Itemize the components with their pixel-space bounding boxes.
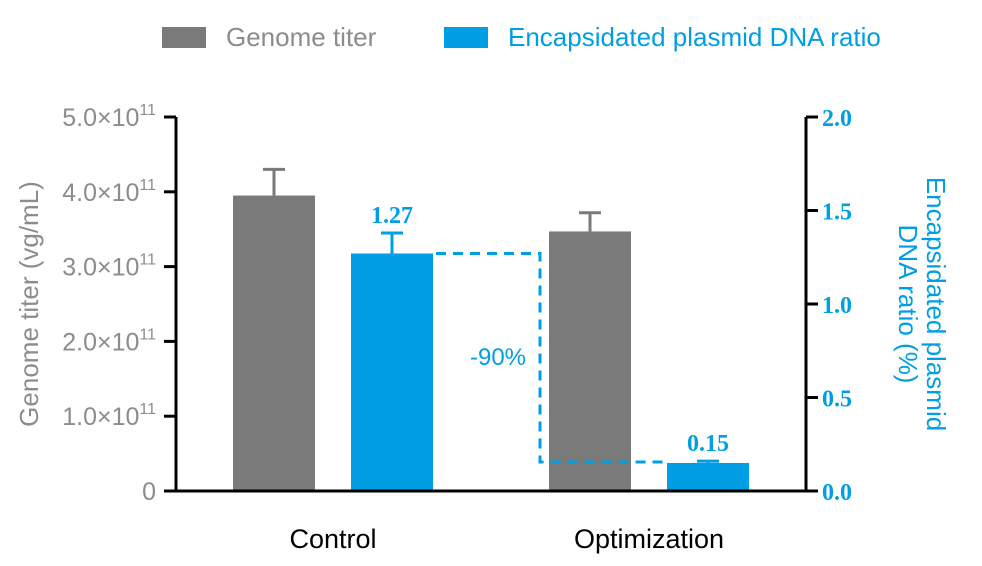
y-left-tick-label: 2.0×1011 [62, 326, 156, 356]
y-right-axis-title-line2: DNA ratio (%) [893, 225, 923, 384]
y-right-tick-label: 0.0 [822, 480, 852, 506]
y-left-tick-label: 0 [142, 478, 156, 506]
x-tick-label-control: Control [289, 524, 376, 554]
y-left-tick-label: 5.0×1011 [62, 102, 156, 132]
y-right-tick-label: 1.5 [822, 200, 852, 226]
y-right-axis-title-line1: Encapsidated plasmid [921, 177, 951, 431]
y-right-tick-label: 0.5 [822, 387, 852, 413]
reduction-dashed-line [436, 252, 664, 464]
bar-plasmid-ratio-optimization [667, 462, 749, 491]
legend-label-plasmid-ratio: Encapsidated plasmid DNA ratio [508, 22, 881, 52]
x-tick-label-optimization: Optimization [574, 524, 724, 554]
bar-genome-titer-optimization [549, 231, 631, 491]
y-left-tick-label: 3.0×1011 [62, 252, 156, 282]
legend-swatch-genome-titer [162, 27, 206, 48]
legend: Genome titer Encapsidated plasmid DNA ra… [162, 22, 881, 52]
bar-genome-titer-control [233, 195, 315, 492]
data-label: 0.15 [687, 431, 729, 457]
plot-area: 1.27 0.15 -90% 0 1.0×1011 2.0×1011 3.0×1011 4.0… [62, 102, 852, 554]
y-left-tick-label: 4.0×1011 [62, 177, 156, 207]
y-right-tick-label: 2.0 [822, 106, 852, 132]
y-left-axis-title: Genome titer (vg/mL) [14, 181, 44, 427]
legend-swatch-plasmid-ratio [444, 27, 488, 48]
y-right-tick-label: 1.0 [822, 293, 852, 319]
reduction-annotation: -90% [470, 344, 526, 371]
y-left-tick-label: 1.0×1011 [62, 401, 156, 431]
data-label: 1.27 [371, 203, 413, 229]
legend-label-genome-titer: Genome titer [226, 22, 377, 52]
bar-plasmid-ratio-control [351, 253, 433, 491]
